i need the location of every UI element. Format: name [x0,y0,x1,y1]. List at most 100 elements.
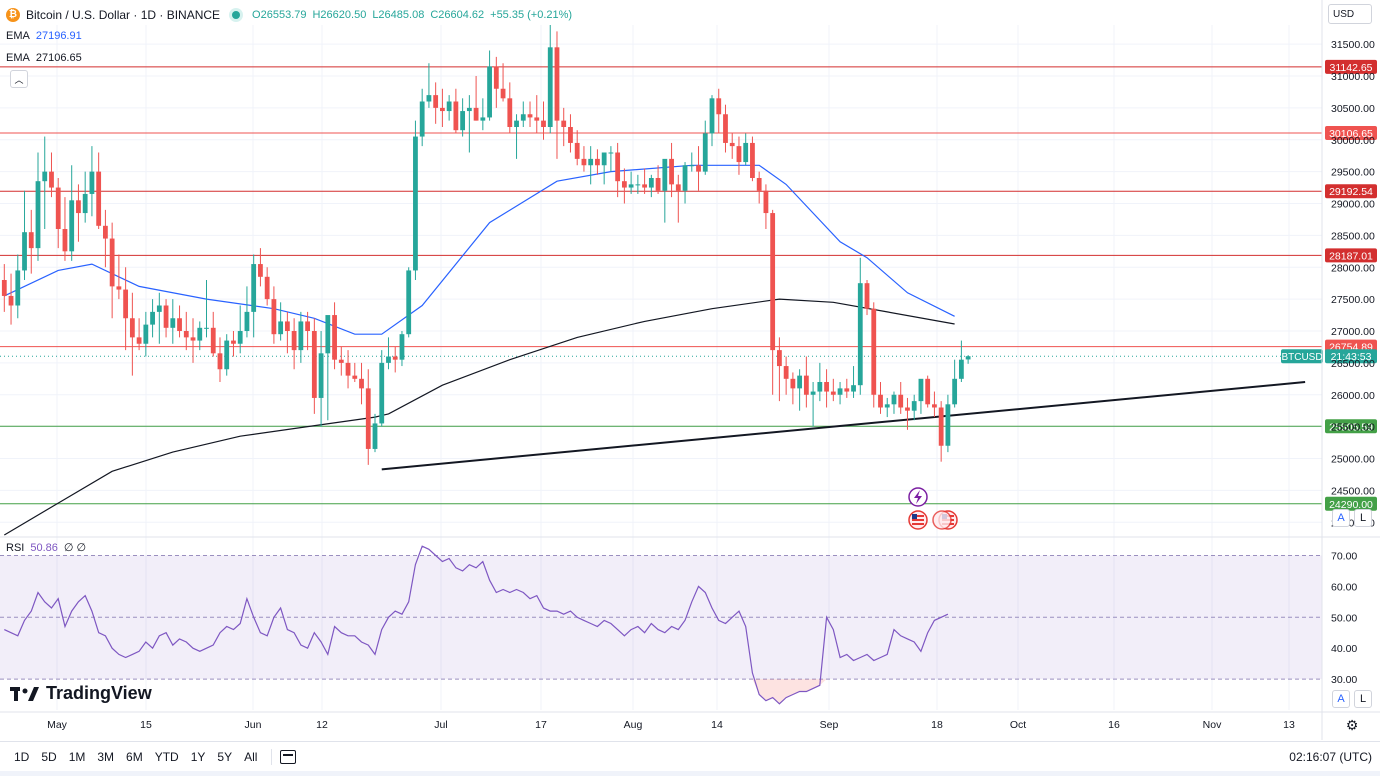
candle [69,165,75,261]
timeframe-3m[interactable]: 3M [97,750,115,764]
lightning-event-icon[interactable] [908,487,928,507]
rsi-auto-scale-button[interactable]: A [1332,690,1350,708]
candle [264,267,270,306]
candle [62,197,68,261]
candle [103,209,108,268]
calendar-range-icon[interactable] [280,750,297,764]
candle-body [163,305,169,328]
time-tick-label: Nov [1203,719,1222,731]
price-level-label: 28187.01 [1329,250,1373,262]
candle-body [129,318,135,338]
candle [965,355,971,364]
candle [359,362,364,405]
candle [662,158,668,223]
candle [743,133,749,166]
candle-body [588,158,594,166]
timeframe-6m[interactable]: 6M [126,750,143,764]
rsi-tick-label: 40.00 [1331,643,1357,655]
candle-body [824,382,829,392]
candle [15,254,21,319]
candle [702,120,708,175]
candle [601,152,607,185]
candle-body [76,200,81,214]
candle [952,359,958,408]
time-tick-label: 15 [140,719,152,731]
candle [433,82,439,124]
currency-select[interactable]: USD [1328,4,1372,24]
candle-body [932,404,937,408]
candle [797,369,803,411]
candle-body [231,340,236,344]
candle [386,337,391,370]
chart-settings-button[interactable]: ⚙ [1343,716,1361,734]
log-scale-button[interactable]: L [1354,509,1372,527]
candle [271,286,277,344]
bitcoin-icon: ₿ [6,8,20,22]
price-level-tag [1325,248,1377,263]
candle [338,346,344,376]
candle [763,184,769,229]
timeframe-1m[interactable]: 1M [68,750,86,764]
timeframe-5y[interactable]: 5Y [217,750,233,764]
timeframe-1d[interactable]: 1D [14,750,30,764]
candle [682,162,688,204]
candle [352,362,358,382]
candle [642,168,647,194]
candle [473,76,479,121]
divider [271,749,273,765]
timeframe-all[interactable]: All [244,750,258,764]
ema-legend-1[interactable]: EMA 27196.91 [6,30,82,42]
rsi-log-scale-button[interactable]: L [1354,690,1372,708]
candle [514,114,519,159]
time-tick-label: Jun [245,719,262,731]
ema-legend-2[interactable]: EMA 27106.65 [6,52,82,64]
auto-scale-button[interactable]: A [1332,509,1350,527]
utc-clock[interactable]: 02:16:07 (UTC) [1289,750,1372,764]
candle-body [918,378,924,402]
timeframe-5d[interactable]: 5D [41,750,57,764]
candle-body [284,321,290,331]
candle-body [1,280,7,296]
rsi-tick-label: 60.00 [1331,581,1357,593]
candle-body [844,388,850,392]
us-flag-event-icon[interactable] [932,510,952,530]
candle-body [15,270,21,306]
tradingview-logo[interactable]: TradingView [10,683,152,704]
candle [332,302,337,370]
candle [777,337,782,402]
timeframe-1y[interactable]: 1Y [190,750,206,764]
time-tick-label: 18 [931,719,943,731]
time-tick-label: Jul [434,719,447,731]
timeframe-ytd[interactable]: YTD [154,750,179,764]
candle [109,222,115,319]
candle-body [177,318,182,331]
candle [217,337,223,382]
price-level-tag [1325,59,1377,74]
candle [729,133,735,159]
candle [426,63,432,108]
candle-body [520,114,526,121]
candle-body [648,178,654,188]
candle [891,391,897,414]
trendline[interactable] [381,381,1306,471]
candle [446,95,452,121]
candle [231,331,236,357]
rsi-legend[interactable]: RSI 50.86 ∅ ∅ [6,541,86,555]
tradingview-logo-text: TradingView [46,683,152,703]
us-flag-event-icon[interactable] [908,510,928,530]
candle [541,101,546,140]
time-tick-label: 16 [1108,719,1120,731]
candle [878,382,883,414]
price-level-label: 30106.65 [1329,128,1373,140]
candle [291,318,297,370]
candle-body [500,88,506,99]
candle [864,280,870,316]
candle [170,299,176,344]
candle-body [837,388,843,395]
candle-body [42,171,48,182]
symbol-title[interactable]: Bitcoin / U.S. Dollar · 1D · BINANCE [26,8,221,22]
collapse-legend-button[interactable]: ︿ [10,70,28,88]
rsi-tick-label: 50.00 [1331,612,1357,624]
